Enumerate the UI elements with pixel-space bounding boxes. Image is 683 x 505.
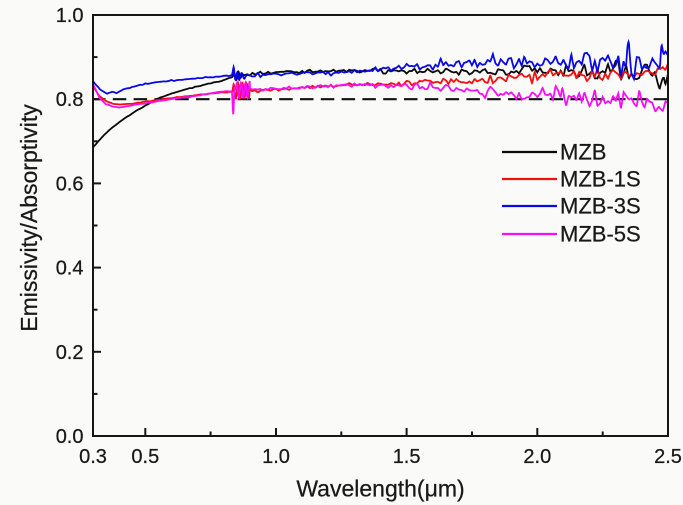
svg-text:0.3: 0.3 xyxy=(79,446,107,468)
svg-text:Emissivity/Absorptivity: Emissivity/Absorptivity xyxy=(16,104,42,332)
svg-text:0.6: 0.6 xyxy=(56,173,84,195)
svg-text:MZB-3S: MZB-3S xyxy=(560,194,641,219)
svg-text:MZB-5S: MZB-5S xyxy=(560,222,641,247)
svg-text:0.8: 0.8 xyxy=(56,89,84,111)
svg-text:2.0: 2.0 xyxy=(523,446,551,468)
svg-text:MZB-1S: MZB-1S xyxy=(560,167,641,192)
svg-text:Wavelength(μm): Wavelength(μm) xyxy=(296,476,464,502)
svg-text:.: . xyxy=(580,394,605,400)
svg-text:1.5: 1.5 xyxy=(393,446,421,468)
svg-text:2.5: 2.5 xyxy=(654,446,682,468)
svg-text:MZB: MZB xyxy=(560,140,606,165)
svg-text:0.4: 0.4 xyxy=(56,258,84,280)
svg-text:0.5: 0.5 xyxy=(131,446,159,468)
svg-text:1.0: 1.0 xyxy=(56,5,84,27)
svg-text:1.0: 1.0 xyxy=(262,446,290,468)
svg-text:0.2: 0.2 xyxy=(56,342,84,364)
svg-text:0.0: 0.0 xyxy=(56,426,84,448)
